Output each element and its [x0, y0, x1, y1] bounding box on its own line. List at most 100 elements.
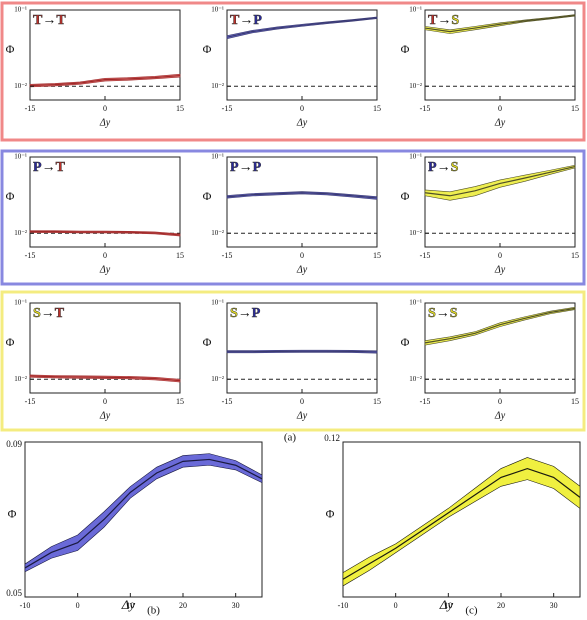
panel-title: T→S [428, 13, 459, 28]
x-tick-label: 0 [300, 397, 304, 406]
x-tick-label: -15 [222, 397, 233, 406]
y-tick-label: 0.05 [6, 588, 22, 598]
group-frame [0, 290, 586, 432]
y-tick-label: 10⁻² [211, 229, 224, 237]
y-tick-label: 10⁻¹ [14, 153, 27, 161]
title-part: P [230, 160, 239, 175]
x-axis-label: Δy [296, 410, 308, 421]
y-tick-label: 10⁻² [14, 82, 27, 90]
x-tick-label: 30 [550, 601, 558, 610]
x-tick-label: 10 [126, 601, 134, 610]
error-band [24, 453, 263, 573]
y-axis-label: Φ [6, 335, 15, 349]
x-tick-label: 15 [176, 104, 184, 113]
title-part: → [436, 306, 450, 321]
panel-label: (b) [147, 605, 160, 617]
y-axis-label: Φ [203, 189, 212, 203]
title-part: T [56, 160, 66, 175]
title-part: T [428, 13, 438, 28]
y-axis-label: Φ [326, 506, 335, 520]
y-tick-label: 10⁻¹ [409, 153, 422, 161]
x-tick-label: 0 [498, 251, 502, 260]
y-tick-label: 10⁻² [14, 375, 27, 383]
title-part: S [450, 306, 458, 321]
x-axis-label: Δy [99, 264, 111, 275]
title-part: → [238, 306, 252, 321]
y-tick-label: 10⁻² [409, 82, 422, 90]
panel-title: T→T [33, 13, 66, 28]
x-axis-label: Δy [494, 410, 506, 421]
title-part: S [230, 306, 238, 321]
error-band [424, 164, 576, 201]
x-tick-label: 0 [498, 397, 502, 406]
title-part: → [42, 160, 56, 175]
x-tick-label: -15 [25, 397, 36, 406]
y-tick-label: 10⁻¹ [14, 6, 27, 14]
mean-line [424, 165, 576, 197]
x-tick-label: 0 [394, 601, 398, 610]
x-tick-label: 15 [176, 397, 184, 406]
y-tick-label: 10⁻² [409, 375, 422, 383]
group-frame [0, 1, 586, 142]
y-axis-label: Φ [401, 189, 410, 203]
title-part: → [41, 306, 55, 321]
title-part: S [451, 160, 459, 175]
title-part: P [33, 160, 42, 175]
panel-title: P→S [428, 160, 459, 175]
panel-label: (c) [465, 605, 478, 617]
x-axis-label: Δy [296, 264, 308, 275]
x-axis-label: Δy [121, 597, 136, 612]
x-tick-label: 20 [179, 601, 187, 610]
panel-title: P→T [33, 160, 66, 175]
error-band [226, 191, 378, 200]
x-tick-label: 15 [373, 397, 381, 406]
y-axis-label: Φ [8, 506, 17, 520]
panel-title: P→P [230, 160, 262, 175]
x-axis-label: Δy [99, 117, 111, 128]
title-part: T [56, 13, 66, 28]
panel-title: S→T [33, 306, 65, 321]
x-tick-label: 10 [444, 601, 452, 610]
x-tick-label: 0 [76, 601, 80, 610]
x-tick-label: -10 [20, 601, 31, 610]
title-part: P [253, 160, 262, 175]
x-tick-label: -15 [222, 104, 233, 113]
title-part: T [230, 13, 240, 28]
y-tick-label: 10⁻¹ [211, 153, 224, 161]
x-tick-label: 30 [232, 601, 240, 610]
x-tick-label: 0 [103, 104, 107, 113]
title-part: T [55, 306, 65, 321]
x-axis-label: Δy [494, 117, 506, 128]
title-part: → [239, 13, 253, 28]
x-tick-label: 0 [498, 104, 502, 113]
y-tick-label: 10⁻¹ [14, 299, 27, 307]
x-tick-label: -15 [420, 104, 431, 113]
mean-line [29, 375, 181, 382]
mean-line [226, 17, 378, 38]
y-tick-label: 10⁻¹ [211, 6, 224, 14]
x-tick-label: -15 [25, 251, 36, 260]
x-tick-label: 0 [300, 251, 304, 260]
y-tick-label: 10⁻¹ [409, 6, 422, 14]
y-axis-label: Φ [401, 335, 410, 349]
x-tick-label: 15 [176, 251, 184, 260]
title-part: P [252, 306, 261, 321]
x-tick-label: -15 [420, 251, 431, 260]
mean-line [226, 192, 378, 199]
x-tick-label: 15 [571, 251, 579, 260]
title-part: T [33, 13, 43, 28]
mean-line [424, 14, 576, 33]
y-tick-label: 10⁻² [14, 229, 27, 237]
title-part: P [253, 13, 262, 28]
y-axis-label: Φ [6, 42, 15, 56]
title-part: P [428, 160, 437, 175]
x-tick-label: 20 [497, 601, 505, 610]
title-part: S [451, 13, 459, 28]
panel-title: S→P [230, 306, 261, 321]
x-tick-label: -15 [420, 397, 431, 406]
plot-area [226, 156, 378, 248]
group-frame [0, 149, 586, 286]
x-axis-label: Δy [296, 117, 308, 128]
error-band [226, 16, 378, 40]
